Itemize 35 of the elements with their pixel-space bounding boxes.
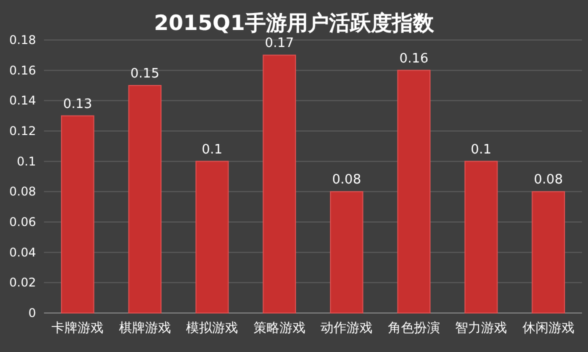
y-tick-label: 0.1 bbox=[16, 154, 36, 168]
data-label: 0.13 bbox=[63, 96, 92, 112]
x-tick-label: 休闲游戏 bbox=[522, 321, 574, 336]
y-tick-label: 0.16 bbox=[9, 63, 36, 78]
x-tick-label: 角色扮演 bbox=[388, 321, 440, 336]
x-tick-label: 动作游戏 bbox=[320, 321, 373, 336]
bar bbox=[397, 70, 431, 314]
data-label: 0.1 bbox=[202, 142, 222, 158]
data-label: 0.08 bbox=[332, 172, 362, 188]
bar bbox=[195, 160, 229, 314]
data-label: 0.15 bbox=[130, 66, 160, 82]
data-label: 0.08 bbox=[534, 172, 563, 188]
y-tick-label: 0.14 bbox=[9, 94, 36, 108]
y-tick-label: 0.08 bbox=[9, 184, 36, 199]
y-tick-label: 0 bbox=[28, 306, 36, 320]
x-tick-label: 棋牌游戏 bbox=[118, 321, 171, 336]
bar bbox=[128, 85, 162, 314]
y-tick-label: 0.06 bbox=[9, 215, 36, 229]
bar bbox=[262, 54, 296, 314]
y-tick-label: 0.04 bbox=[9, 245, 36, 260]
bar bbox=[464, 160, 498, 314]
y-tick-label: 0.18 bbox=[9, 33, 36, 47]
chart-title: 2015Q1手游用户活跃度指数 bbox=[154, 11, 435, 35]
x-tick-label: 智力游戏 bbox=[455, 321, 508, 336]
bar bbox=[532, 191, 566, 314]
data-label: 0.17 bbox=[264, 36, 294, 52]
x-tick-label: 策略游戏 bbox=[253, 321, 306, 336]
y-tick-label: 0.02 bbox=[9, 276, 36, 290]
data-label: 0.16 bbox=[399, 51, 428, 66]
x-tick-label: 模拟游戏 bbox=[186, 321, 238, 336]
bar bbox=[60, 115, 94, 314]
x-tick-label: 卡牌游戏 bbox=[52, 321, 104, 336]
bar bbox=[330, 191, 364, 314]
data-label: 0.1 bbox=[470, 142, 492, 158]
y-tick-label: 0.12 bbox=[9, 124, 36, 138]
